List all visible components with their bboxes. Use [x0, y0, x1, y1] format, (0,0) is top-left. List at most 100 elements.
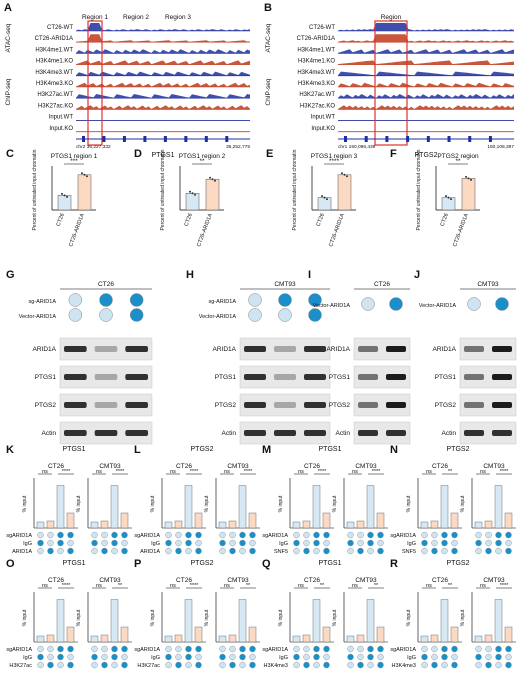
condition-dot — [229, 531, 236, 539]
track-signal — [338, 34, 514, 43]
data-point — [447, 196, 450, 199]
gene-title: PTGS1 — [63, 560, 86, 567]
condition-dot — [421, 653, 428, 661]
condition-dot — [185, 547, 192, 555]
condition-dot — [505, 547, 512, 555]
data-point — [321, 195, 323, 198]
band-label: ARID1A — [33, 346, 57, 353]
condition-dot — [293, 547, 300, 555]
bar — [376, 626, 385, 643]
blot-band — [274, 402, 296, 408]
y-axis-label: % input — [460, 495, 466, 512]
condition-dot — [165, 661, 172, 669]
condition-dot — [323, 661, 330, 669]
data-point — [86, 175, 88, 178]
cell-line-label: CT26 — [98, 281, 114, 288]
condition-label: Vector-ARID1A — [199, 314, 237, 320]
condition-dot — [495, 539, 502, 547]
data-point — [341, 172, 343, 175]
gene-title: PTGS2 — [447, 446, 470, 453]
condition-label: sgARID1A — [390, 647, 416, 653]
category-label: CT26-ARID1A — [196, 212, 214, 247]
bar — [46, 634, 55, 643]
data-point — [445, 195, 447, 198]
bar — [194, 512, 203, 529]
cell-line-label: CMT93 — [227, 577, 249, 584]
condition-dot — [278, 293, 292, 307]
condition-dot — [68, 308, 83, 322]
y-axis-label: % input — [76, 495, 82, 512]
track-signal — [76, 71, 250, 76]
cell-line-label: CMT93 — [355, 577, 377, 584]
condition-dot — [421, 661, 428, 669]
significance: ** — [246, 583, 251, 589]
panel-letter: O — [6, 558, 15, 570]
condition-dot — [239, 539, 246, 547]
category-label: CT26-ARID1A — [452, 212, 470, 247]
band-label: ARID1A — [433, 346, 457, 353]
bar — [504, 512, 513, 529]
condition-dot — [377, 661, 384, 669]
bar — [376, 512, 385, 529]
bar — [46, 520, 55, 529]
track-label: CT26-WT — [309, 25, 335, 31]
condition-dot — [67, 531, 74, 539]
condition-dot — [451, 531, 458, 539]
condition-dot — [485, 645, 492, 653]
track-signal — [338, 23, 514, 31]
blot-strip — [459, 421, 517, 445]
region-label: Region — [381, 14, 402, 21]
y-axis-label: % input — [76, 609, 82, 626]
bar — [450, 626, 459, 643]
y-axis-label: % input — [406, 495, 412, 512]
blot-band — [386, 402, 406, 408]
data-point — [323, 196, 326, 199]
track-label: H3K4me3.KO — [298, 81, 335, 87]
significance: **** — [372, 469, 381, 475]
condition-dot — [441, 653, 448, 661]
coord-left: chr1 150,096,439 — [338, 144, 376, 150]
condition-dot — [248, 308, 262, 322]
condition-dot — [451, 547, 458, 555]
condition-dot — [313, 661, 320, 669]
antibody-label: ARID1A — [140, 549, 160, 555]
track-signal — [338, 105, 514, 110]
condition-dot — [175, 531, 182, 539]
condition-dot — [121, 653, 128, 661]
track-label: H3K27ac.KO — [300, 103, 335, 109]
data-point — [83, 173, 86, 176]
blot-band — [386, 430, 406, 436]
condition-dot — [441, 531, 448, 539]
band-label: PTGS2 — [35, 402, 57, 409]
bar — [174, 634, 183, 643]
track-signal — [76, 120, 250, 121]
bar — [56, 485, 65, 529]
significance: ** — [320, 583, 325, 589]
condition-dot — [313, 653, 320, 661]
significance: ns — [480, 583, 486, 589]
y-axis-label: % input — [150, 495, 156, 512]
panel-letter: N — [390, 444, 398, 456]
blot-band — [274, 346, 296, 352]
category-label: CT26-ARID1A — [328, 212, 346, 247]
panel-letter: F — [390, 148, 397, 160]
blot-band — [64, 346, 87, 352]
data-point — [191, 192, 194, 195]
data-point — [81, 172, 83, 175]
panel-letter: L — [134, 444, 141, 456]
condition-dot — [229, 539, 236, 547]
blot-band — [244, 346, 266, 352]
condition-dot — [293, 645, 300, 653]
bar — [322, 626, 331, 643]
condition-dot — [313, 539, 320, 547]
condition-dot — [67, 653, 74, 661]
condition-dot — [367, 645, 374, 653]
condition-dot — [505, 531, 512, 539]
condition-dot — [249, 645, 256, 653]
condition-dot — [165, 547, 172, 555]
condition-dot — [421, 645, 428, 653]
blot-strip — [459, 337, 517, 361]
condition-dot — [303, 531, 310, 539]
track-label: H3K4me1.KO — [36, 59, 73, 65]
condition-dot — [121, 531, 128, 539]
